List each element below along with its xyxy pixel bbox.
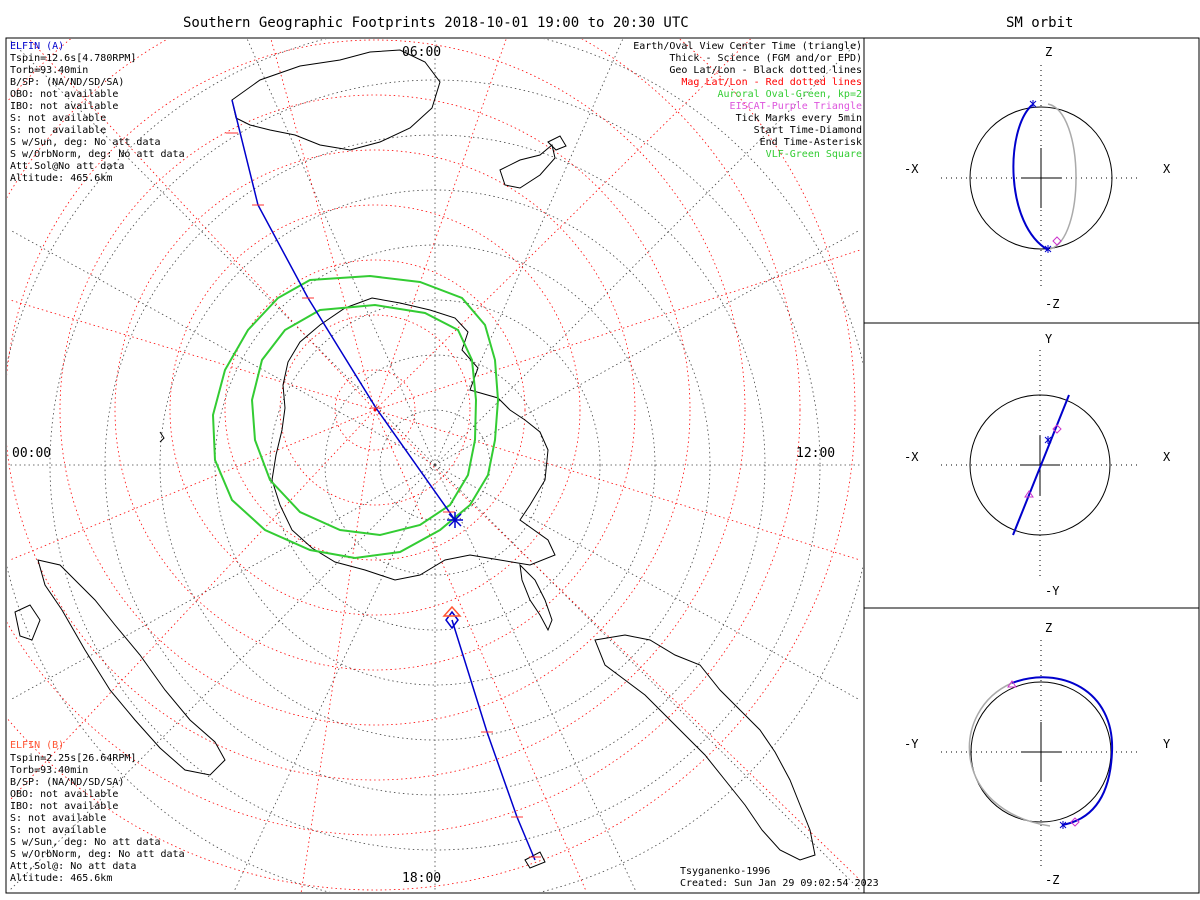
elfin-a-line: IBO: not available [10,101,119,112]
elfin-a-line: OBO: not available [10,89,119,100]
elfin-b-line: S w/Sun, deg: No att data [10,837,161,848]
orbit-front-1 [1012,104,1049,251]
australia-coast [231,49,441,151]
orbit-2-left: -X [904,450,919,464]
elfin-b-line: IBO: not available [10,801,119,812]
elfin-a-title: ELFIN (A) [10,41,65,52]
legend-item: VLF-Green Square [765,149,862,160]
legend-item: Earth/Oval View Center Time (triangle) [633,41,862,52]
orbit-1-right: X [1163,162,1171,176]
orbit-2-top: Y [1045,332,1053,346]
south-america-coast [519,563,553,632]
legend-item: Auroral Oval-Green, kp=2 [717,89,863,100]
elfin-b-line: Att.Sol@: No att data [10,861,137,872]
start-diamond-2 [1052,424,1062,434]
legend-item: Start Time-Diamond [753,125,862,136]
legend-item: End Time-Asterisk [759,137,862,148]
elfin-a-line: Altitude: 465.6km [10,173,113,184]
orbit-panel-xz [941,65,1141,290]
elfin-a-track [226,99,463,528]
island-2 [524,851,546,869]
elfin-a-line: Tspin=12.6s[4.780RPM] [10,53,137,64]
south-america-coast-2 [594,634,816,861]
orbit-panel-yz [941,640,1141,870]
hour-label-bottom: 18:00 [402,871,442,886]
created-label: Created: Sun Jan 29 09:02:54 2023 [680,878,879,889]
orbit-back-1 [1047,103,1077,250]
main-title: Southern Geographic Footprints 2018-10-0… [183,15,689,31]
auroral-oval-outer [211,274,500,560]
mag-grid [7,39,861,892]
elfin-a-line: Torb=93.40min [10,65,89,76]
antarctica-coast [271,297,556,581]
end-asterisk-1 [1029,100,1037,108]
elfin-b-line: S: not available [10,825,107,836]
orbit-title: SM orbit [1006,15,1074,31]
orbit-front-3 [1011,676,1114,826]
hour-label-right: 12:00 [796,446,836,461]
elfin-a-line: B/SP: (NA/ND/SD/SA) [10,77,125,88]
elfin-b-title: ELFIN (B) [10,740,65,751]
start-diamond-3 [1070,817,1080,827]
legend-item: EISCAT-Purple Triangle [729,101,862,112]
model-label: Tsyganenko-1996 [680,866,771,877]
elfin-a-line: S w/Sun, deg: No att data [10,137,161,148]
orbit-track-2 [1012,394,1070,536]
orbit-1-bottom: -Z [1045,297,1060,311]
auroral-oval-inner [250,303,478,537]
elfin-a-line: S: not available [10,125,107,136]
orbit-2-right: X [1163,450,1171,464]
legend-item: Thick - Science (FGM and/or EPD) [669,53,862,64]
hour-label-top: 06:00 [402,45,442,60]
coastlines [14,49,816,869]
elfin-a-info: Tspin=12.6s[4.780RPM] Torb=93.40min B/SP… [10,53,185,185]
legend-item: Mag Lat/Lon - Red dotted lines [681,77,862,88]
elfin-b-track [442,605,541,861]
elfin-b-line: Torb=93.40min [10,765,89,776]
auroral-oval [211,274,500,560]
legend-item: Tick Marks every 5min [735,113,862,124]
elfin-b-line: B/SP: (NA/ND/SD/SA) [10,777,125,788]
elfin-a-line: S w/OrbNorm, deg: No att data [10,149,185,160]
legend-item: Geo Lat/Lon - Black dotted lines [669,65,862,76]
orbit-panel-xy [941,350,1141,580]
orbit-3-top: Z [1045,621,1053,635]
orbit-markers [1007,100,1080,829]
center-triangle-2 [1024,490,1034,498]
new-zealand-coast [499,144,556,189]
end-asterisk-2 [1044,245,1052,253]
orbit-frame [863,37,1200,894]
orbit-3-right: Y [1163,737,1171,751]
elfin-b-info: Tspin=2.25s[26.64RPM] Torb=93.40min B/SP… [10,753,185,885]
madagascar-coast [14,604,41,641]
end-asterisk-4 [1059,821,1067,829]
elfin-b-line: Altitude: 465.6km [10,873,113,884]
africa-coast [37,559,226,776]
orbit-2-bottom: -Y [1045,584,1060,598]
geo-grid [7,39,863,892]
elfin-a-line: S: not available [10,113,107,124]
elfin-b-line: Tspin=2.25s[26.64RPM] [10,753,137,764]
hour-label-left: 00:00 [12,446,52,461]
end-asterisk-3 [1044,436,1052,444]
elfin-a-line: Att.Sol@No att data [10,161,125,172]
elfin-b-line: S w/OrbNorm, deg: No att data [10,849,185,860]
elfin-b-line: S: not available [10,813,107,824]
island-1 [159,431,165,443]
elfin-b-line: OBO: not available [10,789,119,800]
center-triangle-3 [1007,680,1017,688]
orbit-1-top: Z [1045,45,1053,59]
start-diamond-1 [1052,236,1062,246]
orbit-1-left: -X [904,162,919,176]
legend: Earth/Oval View Center Time (triangle) T… [633,41,862,161]
orbit-3-left: -Y [904,737,919,751]
orbit-back-3 [968,682,1051,827]
orbit-3-bottom: -Z [1045,873,1060,887]
